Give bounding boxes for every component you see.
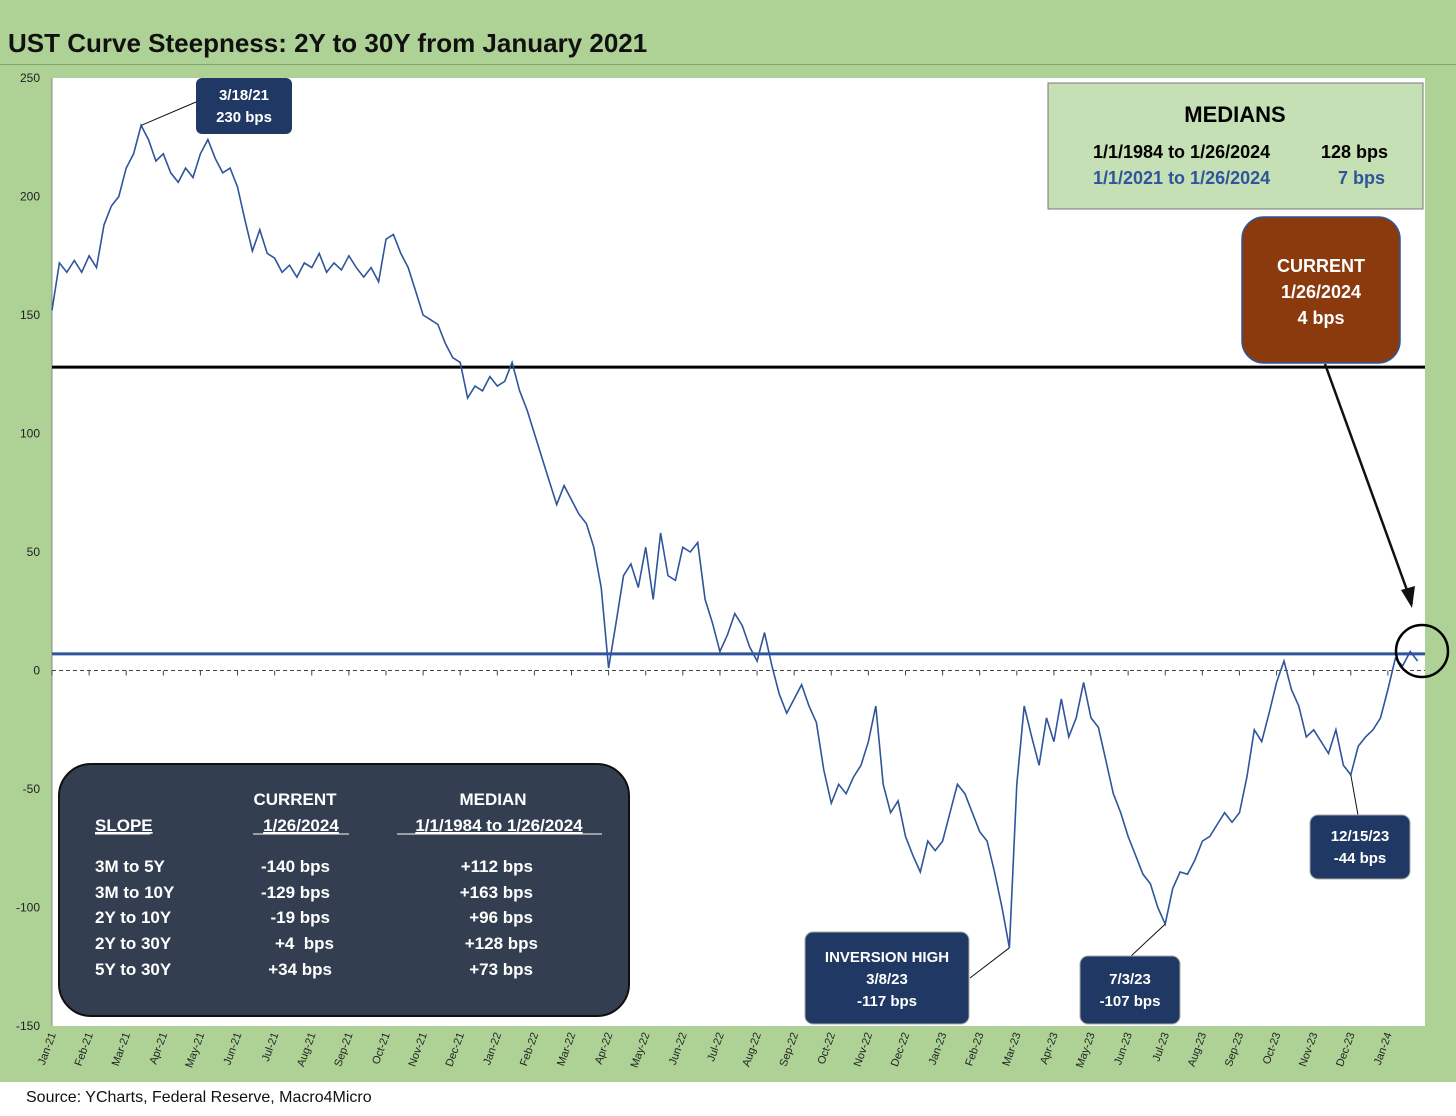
slope-row-1-name: 3M to 5Y: [95, 857, 166, 876]
current-callout: CURRENT 1/26/2024 4 bps: [1241, 216, 1450, 679]
jul-callout-date: 7/3/23: [1109, 971, 1151, 988]
current-arrowhead: [1401, 586, 1415, 608]
slope-header-current-date: 1/26/2024: [263, 816, 339, 835]
slope-row-1-median: +112 bps: [461, 857, 533, 876]
y-tick-label: 0: [33, 664, 40, 678]
slope-row-2-current: -129 bps: [261, 883, 330, 902]
y-tick-label: -150: [16, 1019, 40, 1033]
medians-row-2-period: 1/1/2021 to 1/26/2024: [1093, 168, 1270, 188]
current-callout-date: 1/26/2024: [1281, 282, 1361, 302]
inversion-callout-value: -117 bps: [857, 993, 917, 1010]
peak-callout-value: 230 bps: [216, 109, 272, 126]
slope-row-4-median: +128 bps: [465, 934, 538, 953]
peak-callout: 3/18/21 230 bps: [140, 78, 292, 134]
slope-row-5-name: 5Y to 30Y: [95, 960, 172, 979]
y-tick-label: 200: [20, 190, 40, 204]
jul-callout-value: -107 bps: [1100, 993, 1161, 1010]
y-tick-labels: 250 200 150 100 50 0 -50 -100 -150: [16, 71, 40, 1033]
slope-row-2-name: 3M to 10Y: [95, 883, 175, 902]
slope-row-4-name: 2Y to 30Y: [95, 934, 172, 953]
title-bar-line: [0, 64, 1456, 65]
dec-low-callout: 12/15/23 -44 bps: [1309, 774, 1411, 880]
medians-row-1-period: 1/1/1984 to 1/26/2024: [1093, 142, 1270, 162]
slope-row-3-current: -19 bps: [270, 908, 330, 927]
chart-title: UST Curve Steepness: 2Y to 30Y from Janu…: [8, 28, 647, 58]
slope-header-current: CURRENT: [253, 790, 337, 809]
inversion-callout-title: INVERSION HIGH: [825, 949, 949, 966]
current-circle-marker: [1394, 623, 1450, 679]
current-arrow: [1323, 363, 1414, 605]
current-callout-title: CURRENT: [1277, 256, 1365, 276]
reference-lines: [52, 365, 1425, 671]
y-tick-label: 250: [20, 71, 40, 85]
slope-row-5-median: +73 bps: [469, 960, 533, 979]
slope-header-median: MEDIAN: [459, 790, 526, 809]
slope-header-slope: SLOPE: [95, 816, 153, 835]
current-callout-value: 4 bps: [1297, 308, 1344, 328]
slope-row-3-name: 2Y to 10Y: [95, 908, 172, 927]
inversion-callout: INVERSION HIGH 3/8/23 -117 bps: [804, 931, 1010, 1025]
medians-row-2-value: 7 bps: [1338, 168, 1385, 188]
series-line-2y-30y: [51, 123, 1419, 948]
y-tick-label: 150: [20, 308, 40, 322]
medians-row-1-value: 128 bps: [1321, 142, 1388, 162]
source-note: Source: YCharts, Federal Reserve, Macro4…: [26, 1089, 372, 1106]
slope-row-5-current: +34 bps: [268, 960, 332, 979]
y-tick-label: -100: [16, 901, 40, 915]
slope-row-3-median: +96 bps: [469, 908, 533, 927]
y-tick-label: 50: [27, 545, 41, 559]
inversion-callout-date: 3/8/23: [866, 971, 908, 988]
medians-title: MEDIANS: [1184, 102, 1285, 127]
peak-callout-date: 3/18/21: [219, 87, 269, 104]
slope-row-4-current: +4 bps: [275, 934, 334, 953]
slope-row-2-median: +163 bps: [460, 883, 533, 902]
jul-low-callout: 7/3/23 -107 bps: [1079, 923, 1181, 1025]
slope-header-median-range: 1/1/1984 to 1/26/2024: [415, 816, 583, 835]
x-tick-marks: [51, 670, 1389, 676]
slope-table: CURRENT MEDIAN SLOPE 1/26/2024 1/1/1984 …: [58, 763, 630, 1017]
dec-callout-date: 12/15/23: [1331, 828, 1389, 845]
y-tick-label: 100: [20, 427, 40, 441]
dec-callout-value: -44 bps: [1334, 850, 1387, 867]
medians-box: MEDIANS 1/1/1984 to 1/26/2024 128 bps 1/…: [1047, 82, 1424, 210]
y-tick-label: -50: [23, 782, 41, 796]
slope-row-1-current: -140 bps: [261, 857, 330, 876]
